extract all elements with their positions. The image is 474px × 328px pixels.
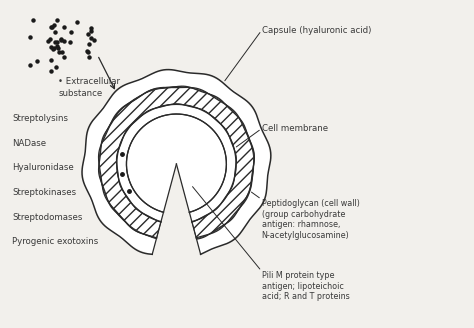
Wedge shape (117, 104, 236, 222)
Text: Streptodomases: Streptodomases (12, 213, 82, 222)
Text: • Extracellular
substance: • Extracellular substance (58, 77, 120, 98)
Text: Hyaluronidase: Hyaluronidase (12, 163, 73, 173)
Wedge shape (127, 114, 227, 212)
Text: NADase: NADase (12, 139, 46, 148)
Wedge shape (83, 71, 270, 254)
Wedge shape (99, 87, 254, 239)
Text: Pyrogenic exotoxins: Pyrogenic exotoxins (12, 237, 98, 246)
Text: Peptidoglycan (cell wall)
(group carbohydrate
antigen: rhamnose,
N-acetylglucosa: Peptidoglycan (cell wall) (group carbohy… (262, 199, 359, 239)
Text: Capsule (hyaluronic acid): Capsule (hyaluronic acid) (262, 26, 371, 35)
Text: Streptokinases: Streptokinases (12, 188, 76, 197)
Text: Pili M protein type
antigen; lipoteichoic
acid; R and T proteins: Pili M protein type antigen; lipoteichoi… (262, 271, 349, 301)
Text: Cell membrane: Cell membrane (262, 124, 328, 133)
Text: Streptolysins: Streptolysins (12, 114, 68, 123)
